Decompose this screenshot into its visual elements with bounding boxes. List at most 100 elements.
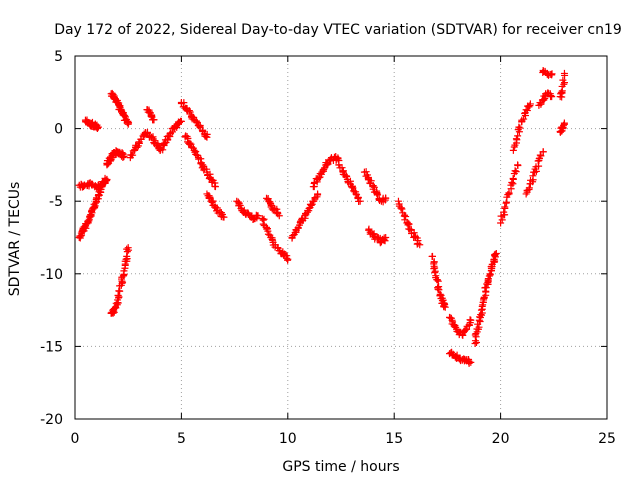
data-point-band [557,90,565,98]
data-point-band [514,161,522,169]
data-point-band [509,174,517,182]
data-point-band [175,118,183,126]
data-point-band [537,100,545,108]
data-point-band [374,191,382,199]
x-tick-label: 15 [385,431,403,447]
data-point-band [264,230,272,238]
data-point-band [323,161,331,169]
data-point-band [380,234,388,242]
data-point-band [529,172,537,180]
data-point-band [208,198,216,206]
data-point-band [260,215,268,223]
data-point-band [541,94,549,102]
data-point-band [199,126,207,134]
data-point-band [173,123,181,131]
data-point-band [119,278,127,286]
data-point-band [99,181,107,189]
data-point-band [472,330,480,338]
data-point-band [150,139,158,147]
data-point-band [459,331,467,339]
y-axis-label: SDTVAR / TECUs [7,182,23,297]
x-tick-label: 10 [279,431,297,447]
data-point-band [84,218,92,226]
data-point-band [404,221,412,229]
data-point-band [114,291,122,299]
data-point-band [129,151,137,159]
data-point-band [548,70,556,78]
y-tick-label: -10 [40,267,63,283]
y-tick-label: -20 [40,412,63,428]
data-point-band [186,108,194,116]
data-point-band [461,326,469,334]
data-point-band [146,109,154,117]
data-point-band [413,240,421,248]
data-point-band [349,184,357,192]
data-point-band [209,201,217,209]
data-point-band [123,252,131,260]
data-point-band [466,316,474,324]
data-point-band [561,71,569,79]
data-point-band [453,351,461,359]
ticks: 0 5 10 15 20 25 -20 -15 -10 -5 0 5 [40,49,616,447]
data-point-band [560,80,568,88]
data-point-band [253,212,261,220]
data-point-band [373,189,381,197]
data-point-band [382,194,390,202]
data-point-band [192,150,200,158]
data-point-band [516,124,524,132]
data-point-band [491,250,499,258]
data-point-band [559,76,567,84]
data-point-band [274,209,282,217]
data-point-band [133,143,141,151]
data-point-band [414,239,422,247]
data-point-band [338,164,346,172]
x-tick-label: 20 [492,431,510,447]
data-point-band [355,197,363,205]
data-point-band [119,150,127,158]
data-point-band [539,148,547,156]
data-point-band [236,201,244,209]
data-point-band [124,117,132,125]
data-point-band [397,204,405,212]
data-point-band [515,123,523,131]
data-point-band [525,103,533,111]
data-point-band [294,224,302,232]
data-point-band [367,228,375,236]
data-point-band [314,191,322,199]
data-point-band [129,147,137,155]
data-point-band [512,168,520,176]
data-point-band [402,213,410,221]
data-point-band [185,107,193,115]
axes [74,55,608,420]
x-tick-label: 5 [177,431,186,447]
data-point-band [154,140,162,148]
data-point-band [560,119,568,127]
data-point-band [125,119,133,127]
data-point-band [511,167,519,175]
data-point-band [120,270,128,278]
x-tick-label: 0 [71,431,80,447]
data-point-band [547,92,555,100]
data-point-band [433,276,441,284]
x-axis-label: GPS time / hours [282,459,399,475]
data-point-band [348,183,356,191]
data-point-band [266,198,274,206]
data-point-band [149,116,157,124]
data-point-band [431,269,439,277]
data-point-band [298,216,306,224]
data-point-band [485,272,493,280]
data-point-band [504,191,512,199]
data-point-band [434,285,442,293]
data-point-band [547,71,555,79]
data-point-band [475,323,483,331]
data-point [509,146,517,154]
data-point-band [177,117,185,125]
data-point-band [500,208,508,216]
data-point-band [398,205,406,213]
data-point-band [103,176,111,184]
data-point-band [462,325,470,333]
data-point-band [313,178,321,186]
plot-frame [74,55,608,420]
